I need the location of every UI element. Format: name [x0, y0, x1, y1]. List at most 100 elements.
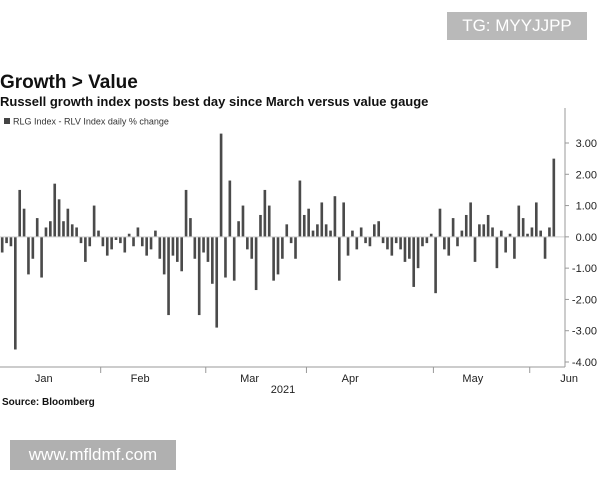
- bar: [548, 227, 551, 237]
- bar: [189, 218, 192, 237]
- bar: [88, 236, 92, 247]
- bar: [40, 236, 43, 278]
- bar: [97, 230, 100, 237]
- bar: [434, 236, 437, 294]
- bar: [543, 236, 547, 259]
- bar: [158, 236, 162, 259]
- bar: [66, 208, 70, 237]
- bar: [110, 236, 113, 250]
- bar: [302, 214, 306, 237]
- bar: [408, 236, 411, 259]
- bar: [342, 202, 345, 237]
- bar: [75, 227, 78, 237]
- bar: [31, 236, 35, 259]
- bar: [381, 236, 385, 244]
- bar: [62, 221, 65, 237]
- bar: [486, 214, 490, 237]
- bar: [246, 236, 249, 250]
- bar: [294, 236, 297, 259]
- bar: [311, 230, 315, 237]
- bar: [355, 236, 359, 250]
- bar: [127, 233, 131, 237]
- bar: [316, 224, 319, 237]
- bar: [491, 227, 494, 237]
- y-tick-label: -4.00: [572, 357, 597, 369]
- bar: [517, 205, 521, 237]
- bars-group: [0, 133, 556, 350]
- bar: [0, 236, 4, 253]
- bar: [27, 236, 30, 275]
- source-note: Source: Bloomberg: [2, 397, 95, 408]
- x-month-label: May: [462, 373, 483, 385]
- bar: [197, 236, 201, 316]
- bar: [298, 180, 302, 237]
- x-month-label: Jun: [560, 373, 578, 385]
- bar: [499, 230, 503, 237]
- bar: [320, 202, 324, 237]
- bar: [403, 236, 407, 262]
- bar: [504, 236, 507, 253]
- bar: [202, 236, 205, 253]
- bar: [530, 227, 534, 237]
- bar: [289, 236, 293, 244]
- bar: [438, 208, 442, 237]
- bar: [329, 230, 332, 237]
- bar: [508, 233, 512, 237]
- bar: [364, 236, 367, 244]
- bar: [539, 230, 542, 237]
- bar: [206, 236, 210, 262]
- bar: [149, 236, 153, 250]
- bar: [250, 236, 254, 259]
- bar: [70, 224, 74, 237]
- y-tick-label: 1.00: [576, 201, 597, 213]
- bar: [119, 236, 122, 244]
- bar: [49, 221, 52, 237]
- legend-swatch: [4, 118, 10, 124]
- bar: [35, 218, 39, 237]
- month-ticks-group: [100, 367, 531, 373]
- bar: [333, 196, 337, 237]
- legend: RLG Index - RLV Index daily % change: [4, 117, 169, 127]
- bar: [14, 236, 17, 350]
- bar: [521, 218, 525, 237]
- y-ticks-group: 3.00 2.00 1.00 0.00 -1.00 -2.00 -3.00 -4.00: [565, 138, 597, 369]
- bar: [84, 236, 87, 262]
- bar: [167, 236, 170, 316]
- bar: [482, 224, 486, 237]
- y-tick-label: -3.00: [572, 326, 597, 338]
- bar: [175, 236, 179, 262]
- bar: [263, 189, 267, 237]
- bar: [241, 205, 245, 237]
- bar: [237, 221, 240, 237]
- bar: [447, 236, 451, 256]
- bar: [351, 230, 354, 237]
- bar: [211, 236, 214, 284]
- bar: [267, 205, 271, 237]
- bar: [272, 236, 275, 281]
- bar: [552, 158, 556, 237]
- bar: [377, 221, 381, 237]
- x-month-label: Jan: [35, 373, 53, 385]
- bar: [145, 236, 148, 256]
- bar: [44, 227, 48, 237]
- bar: [473, 236, 477, 262]
- chart-title: Growth > Value: [0, 72, 138, 93]
- chart-subtitle: Russell growth index posts best day sinc…: [0, 94, 429, 109]
- bar: [53, 183, 57, 237]
- legend-label: RLG Index - RLV Index daily % change: [13, 117, 169, 127]
- x-month-label: Apr: [342, 373, 359, 385]
- watermark-top: TG: MYYJJPP: [447, 12, 587, 40]
- bar: [162, 236, 166, 275]
- bar: [9, 236, 13, 247]
- bar: [232, 236, 236, 281]
- bar: [101, 236, 105, 247]
- bar: [219, 133, 223, 237]
- y-tick-label: -1.00: [572, 263, 597, 275]
- bar: [416, 236, 420, 269]
- bar: [154, 230, 157, 237]
- y-tick-label: -2.00: [572, 294, 597, 306]
- bar: [429, 233, 433, 237]
- bar: [373, 224, 376, 237]
- bar: [228, 180, 232, 237]
